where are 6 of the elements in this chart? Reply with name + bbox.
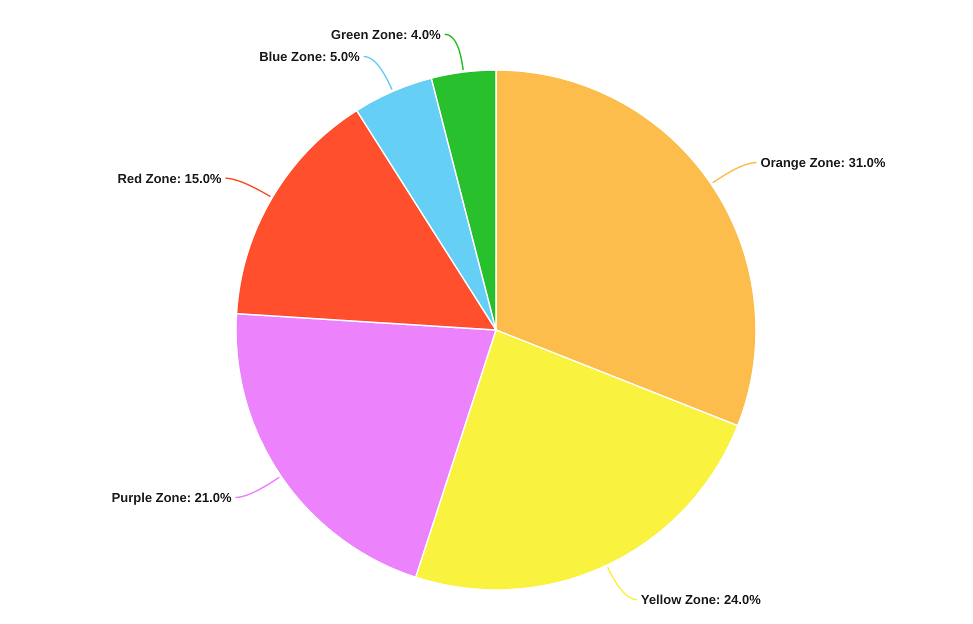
slice-label: Purple Zone: 21.0% (112, 490, 232, 506)
slice-label: Orange Zone: 31.0% (760, 155, 886, 170)
slice-label: Yellow Zone: 24.0% (640, 592, 762, 608)
slice-label: Blue Zone: 5.0% (259, 49, 360, 64)
slice-label: Red Zone: 15.0% (117, 170, 222, 186)
slice-label: Green Zone: 4.0% (330, 26, 442, 42)
